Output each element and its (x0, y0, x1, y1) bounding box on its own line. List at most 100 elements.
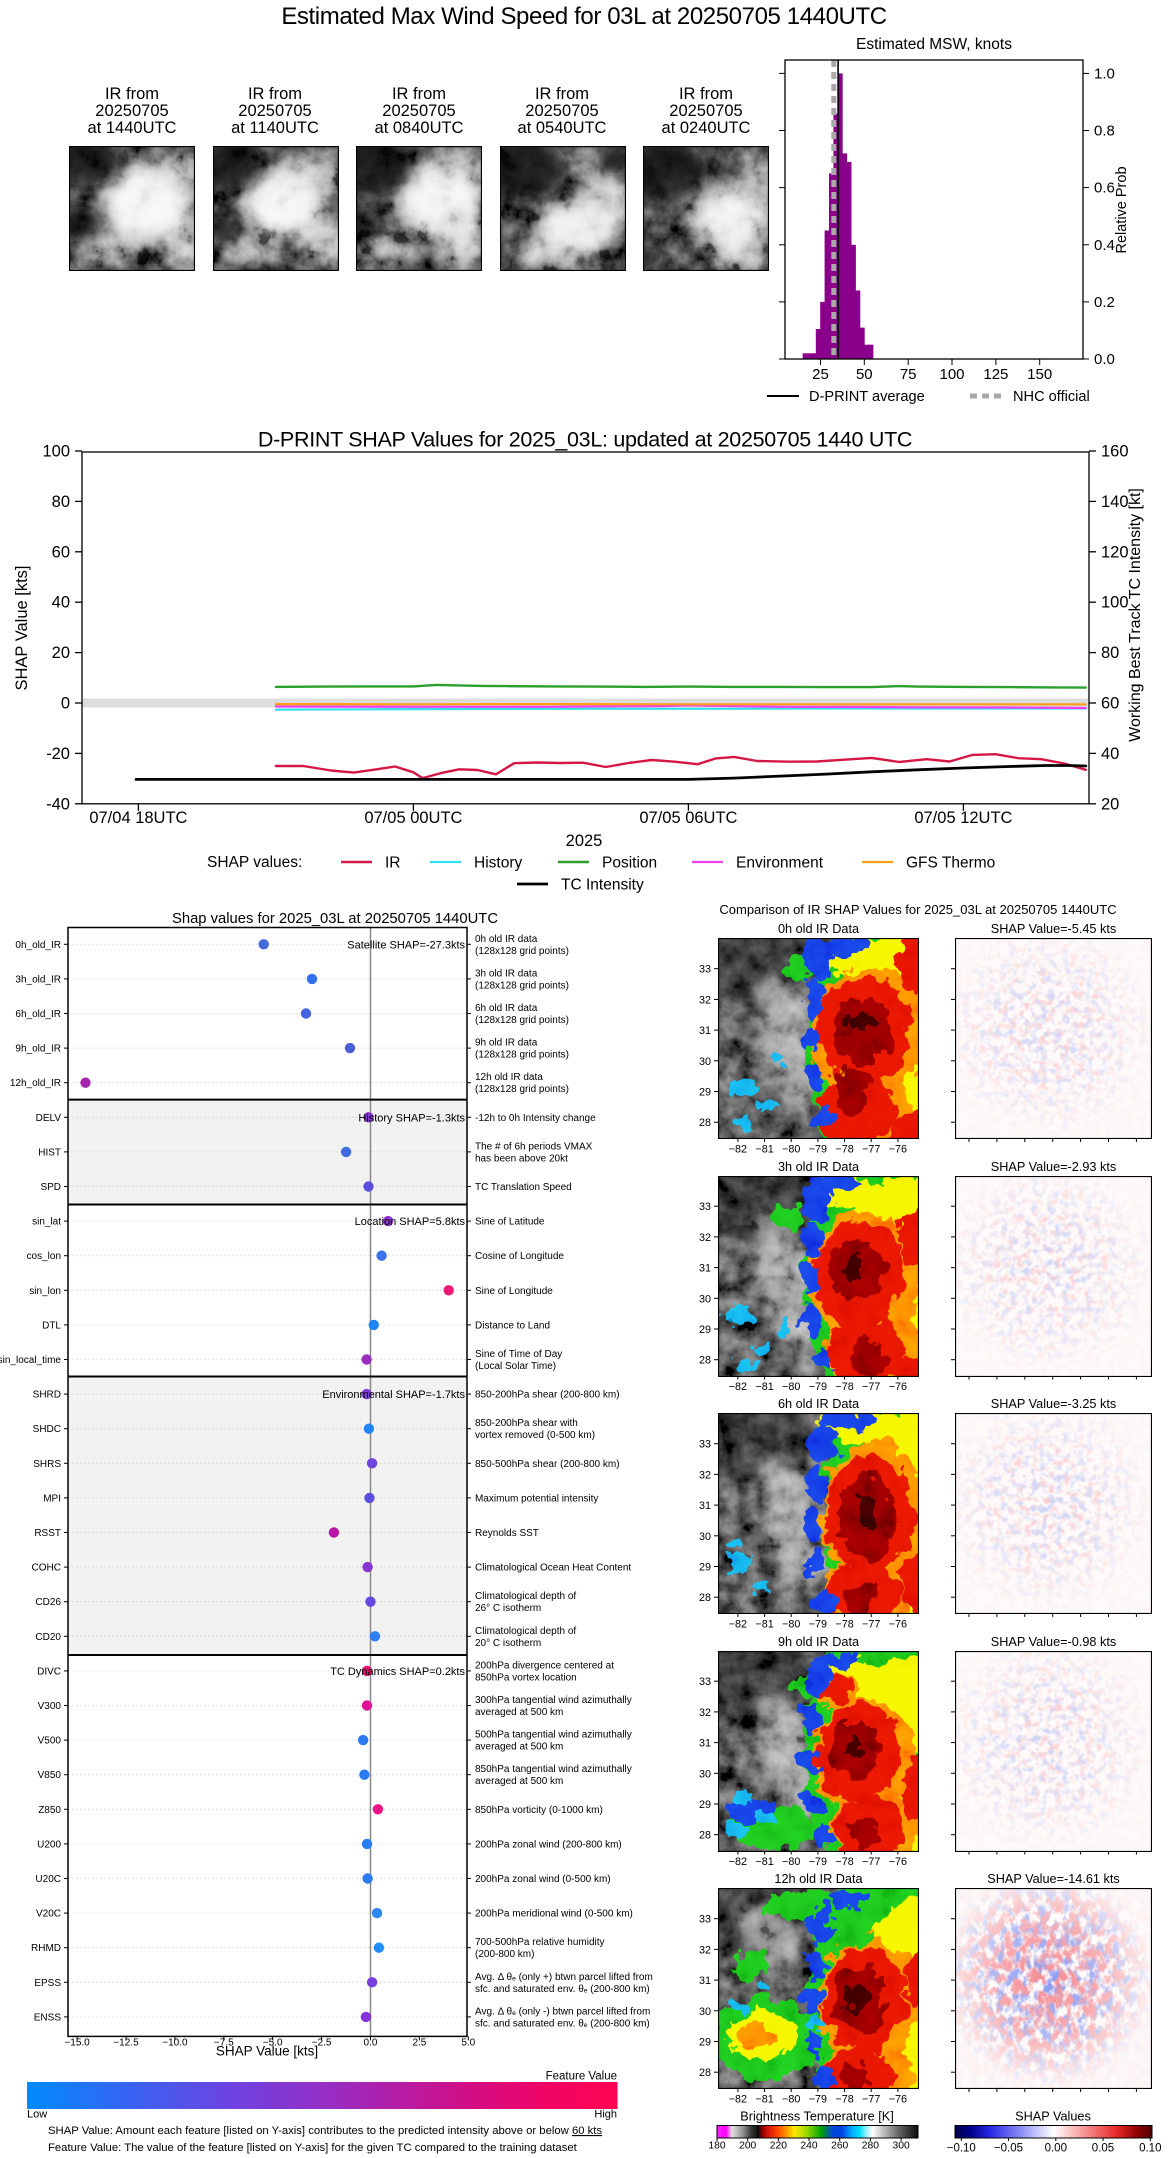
svg-text:Avg. Δ θₑ (only +) btwn parcel: Avg. Δ θₑ (only +) btwn parcel lifted fr… (475, 1972, 653, 1983)
svg-text:High: High (594, 2109, 617, 2121)
svg-text:0.10: 0.10 (1139, 2143, 1161, 2155)
svg-text:700-500hPa relative humidity: 700-500hPa relative humidity (475, 1937, 605, 1948)
svg-text:U20C: U20C (35, 1874, 61, 1885)
svg-text:−5.0: −5.0 (263, 2037, 283, 2048)
svg-text:U200: U200 (37, 1839, 61, 1850)
svg-text:−81: −81 (755, 1144, 773, 1156)
svg-text:2.5: 2.5 (412, 2037, 426, 2048)
svg-text:−0.10: −0.10 (947, 2143, 976, 2155)
svg-text:29: 29 (699, 1799, 711, 1811)
svg-text:CD26: CD26 (35, 1597, 61, 1608)
svg-text:−78: −78 (835, 1381, 853, 1393)
svg-text:−77: −77 (862, 2094, 880, 2106)
svg-text:has been above 20kt: has been above 20kt (475, 1153, 568, 1164)
svg-text:80: 80 (52, 493, 70, 511)
svg-text:Working Best Track TC Intensit: Working Best Track TC Intensity [kt] (1127, 488, 1144, 742)
svg-text:850hPa tangential wind azimuth: 850hPa tangential wind azimuthally (475, 1764, 632, 1775)
svg-text:32: 32 (699, 1944, 711, 1956)
svg-text:200: 200 (739, 2141, 756, 2152)
svg-text:Brightness Temperature [K]: Brightness Temperature [K] (740, 2110, 894, 2124)
svg-text:−76: −76 (889, 2094, 907, 2106)
svg-text:−76: −76 (889, 1856, 907, 1868)
svg-text:averaged at 500 km: averaged at 500 km (475, 1707, 563, 1718)
svg-text:−79: −79 (809, 1619, 827, 1631)
svg-text:sin_lat: sin_lat (32, 1217, 61, 1228)
svg-text:NHC official: NHC official (1013, 389, 1090, 405)
svg-text:60: 60 (1101, 695, 1119, 713)
svg-text:6h old IR data: 6h old IR data (475, 1003, 538, 1014)
svg-text:TC Dynamics SHAP=0.2kts: TC Dynamics SHAP=0.2kts (330, 1666, 465, 1678)
svg-text:−77: −77 (862, 1856, 880, 1868)
svg-text:0.4: 0.4 (1094, 237, 1115, 254)
svg-text:−10.0: −10.0 (162, 2037, 188, 2048)
svg-text:SPD: SPD (40, 1182, 61, 1193)
svg-text:−78: −78 (835, 2094, 853, 2106)
svg-text:300hPa tangential wind azimuth: 300hPa tangential wind azimuthally (475, 1695, 632, 1706)
svg-text:25: 25 (812, 366, 829, 383)
svg-text:−2.5: −2.5 (312, 2037, 332, 2048)
svg-text:SHAP Value [kts]: SHAP Value [kts] (13, 565, 31, 690)
svg-text:500hPa tangential wind azimuth: 500hPa tangential wind azimuthally (475, 1730, 632, 1741)
svg-text:Climatological Ocean Heat Cont: Climatological Ocean Heat Content (475, 1563, 631, 1574)
svg-text:V300: V300 (38, 1701, 62, 1712)
svg-text:D-PRINT SHAP Values for 2025_0: D-PRINT SHAP Values for 2025_03L: update… (258, 428, 912, 452)
svg-text:Estimated MSW, knots: Estimated MSW, knots (856, 36, 1012, 53)
svg-text:−12.5: −12.5 (113, 2037, 139, 2048)
svg-text:−7.5: −7.5 (214, 2037, 234, 2048)
svg-text:0.0: 0.0 (364, 2037, 378, 2048)
svg-text:850-200hPa shear (200-800 km): 850-200hPa shear (200-800 km) (475, 1390, 620, 1401)
svg-text:Shap values for 2025_03L at 20: Shap values for 2025_03L at 20250705 144… (172, 911, 498, 927)
svg-text:0h_old_IR: 0h_old_IR (15, 940, 61, 951)
svg-text:40: 40 (1101, 745, 1119, 763)
svg-text:-40: -40 (46, 795, 70, 813)
svg-text:HIST: HIST (38, 1147, 61, 1158)
svg-text:−77: −77 (862, 1144, 880, 1156)
svg-text:sin_local_time: sin_local_time (0, 1355, 61, 1366)
svg-text:(128x128 grid points): (128x128 grid points) (475, 1015, 569, 1026)
svg-text:0.05: 0.05 (1092, 2143, 1114, 2155)
svg-text:−77: −77 (862, 1381, 880, 1393)
svg-text:History: History (474, 855, 522, 872)
svg-text:850hPa vortex location: 850hPa vortex location (475, 1672, 577, 1683)
svg-text:200hPa zonal wind (0-500 km): 200hPa zonal wind (0-500 km) (475, 1874, 611, 1885)
svg-text:07/04 18UTC: 07/04 18UTC (89, 809, 187, 827)
svg-text:33: 33 (699, 1914, 711, 1926)
svg-text:SHAP Values: SHAP Values (1015, 2110, 1091, 2124)
svg-text:sin_lon: sin_lon (29, 1286, 61, 1297)
svg-text:Climatological depth of: Climatological depth of (475, 1626, 576, 1637)
svg-text:31: 31 (699, 1263, 711, 1275)
svg-text:300: 300 (893, 2141, 910, 2152)
svg-text:Feature Value: The value of th: Feature Value: The value of the feature … (48, 2142, 578, 2154)
svg-text:28: 28 (699, 2067, 711, 2079)
svg-text:−80: −80 (782, 1381, 800, 1393)
svg-text:29: 29 (699, 1324, 711, 1336)
svg-text:100: 100 (939, 366, 964, 383)
svg-text:140: 140 (1101, 493, 1129, 511)
svg-text:EPSS: EPSS (34, 1978, 61, 1989)
svg-text:RSST: RSST (34, 1528, 61, 1539)
svg-text:(Local Solar Time): (Local Solar Time) (475, 1361, 556, 1372)
svg-text:32: 32 (699, 994, 711, 1006)
svg-text:32: 32 (699, 1469, 711, 1481)
svg-text:0.8: 0.8 (1094, 123, 1115, 140)
svg-text:28: 28 (699, 1592, 711, 1604)
svg-text:SHAP values:: SHAP values: (207, 854, 302, 871)
svg-text:20: 20 (52, 644, 70, 662)
svg-text:GFS Thermo: GFS Thermo (906, 855, 995, 872)
svg-text:850-200hPa shear with: 850-200hPa shear with (475, 1418, 578, 1429)
svg-text:TC Translation Speed: TC Translation Speed (475, 1182, 572, 1193)
svg-text:DELV: DELV (36, 1113, 62, 1124)
svg-text:−81: −81 (755, 1856, 773, 1868)
svg-text:0.0: 0.0 (1094, 351, 1115, 368)
svg-text:60: 60 (52, 543, 70, 561)
svg-text:−78: −78 (835, 1619, 853, 1631)
svg-text:SHRD: SHRD (33, 1390, 61, 1401)
svg-text:29: 29 (699, 1562, 711, 1574)
svg-text:26° C isotherm: 26° C isotherm (475, 1603, 541, 1614)
svg-text:V850: V850 (38, 1770, 62, 1781)
svg-text:−79: −79 (809, 2094, 827, 2106)
svg-text:40: 40 (52, 594, 70, 612)
svg-text:07/05 06UTC: 07/05 06UTC (639, 809, 737, 827)
svg-text:−80: −80 (782, 1856, 800, 1868)
svg-text:Relative Prob: Relative Prob (1114, 166, 1130, 253)
